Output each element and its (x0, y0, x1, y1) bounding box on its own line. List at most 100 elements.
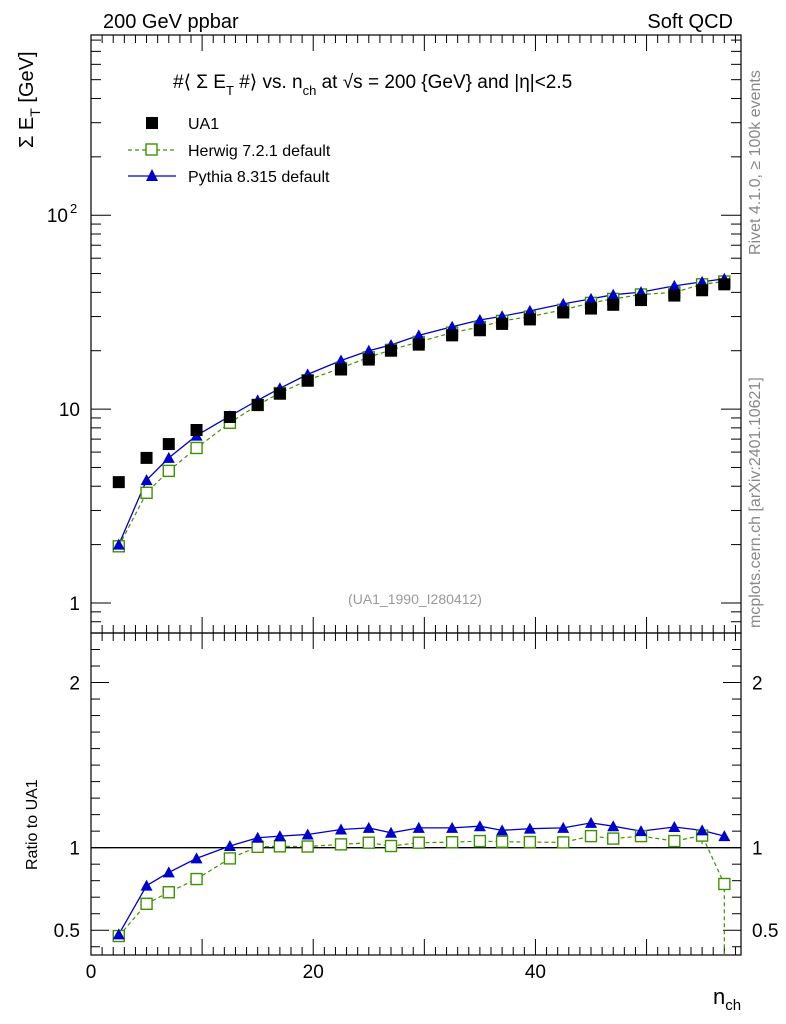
pythia-ratio-point (557, 821, 570, 833)
pythia-point (668, 279, 681, 291)
ua1-point (557, 306, 570, 319)
main-series (112, 272, 731, 553)
herwig-ratio-point (223, 852, 237, 865)
pythia-ratio-point (718, 830, 731, 842)
title-mid1: #⟩ vs. n (234, 72, 303, 93)
herwig-point (140, 486, 153, 500)
pythia-line (118, 278, 725, 545)
y-tick-label: 1 (69, 594, 80, 615)
side-text-mcplots: mcplots.cern.ch [arXiv:2401.10621] (747, 377, 764, 628)
pythia-point (696, 275, 709, 287)
main-ylabel-text: Σ E (16, 117, 38, 148)
pythia-ratio-point (385, 826, 397, 838)
herwig-ratio-point (384, 839, 398, 853)
xlabel-text: n (713, 984, 725, 1009)
main-ylabel-sub: T (27, 108, 43, 117)
herwig-ratio-point (412, 836, 425, 849)
herwig-ratio-line (118, 834, 725, 955)
plot-title: #⟨ Σ ET #⟩ vs. nch at √s = 200 {GeV} and… (173, 72, 572, 98)
pythia-ratio-point (523, 822, 536, 834)
herwig-ratio-point (334, 838, 348, 851)
ua1-point (523, 313, 536, 326)
pythia-ratio-point (335, 823, 347, 835)
pythia-point (523, 304, 536, 316)
analysis-tag: (UA1_1990_I280412) (348, 591, 482, 607)
ratio-xlabel: nch (713, 984, 741, 1014)
herwig-ratio-point (718, 877, 731, 891)
pythia-ratio-point (162, 866, 175, 878)
pythia-point (585, 292, 597, 304)
herwig-ratio-point (251, 840, 264, 854)
pythia-ratio-point (585, 816, 597, 828)
pythia-ratio-point (635, 825, 647, 837)
herwig-point (190, 441, 203, 455)
ua1-point (301, 374, 314, 387)
ua1-point (412, 338, 425, 351)
herwig-ratio-point (607, 832, 620, 845)
legend-marker-herwig (145, 143, 158, 156)
herwig-ratio-point (557, 836, 570, 849)
ua1-point (362, 353, 375, 366)
header-right: Soft QCD (647, 11, 733, 33)
ratio-series (112, 816, 731, 955)
herwig-ratio-point (273, 840, 287, 853)
header-left: 200 GeV ppbar (103, 11, 239, 33)
y-tick-label: 10 (59, 400, 80, 421)
pythia-point (140, 474, 153, 486)
ratio-y-tick-label-right: 0.5 (752, 921, 778, 942)
ua1-point (585, 302, 597, 315)
pythia-ratio-point (362, 821, 375, 833)
pythia-ratio-point (190, 852, 203, 864)
pythia-ratio-point (473, 820, 486, 832)
ua1-point (446, 329, 459, 342)
title-mid1-sub: ch (303, 83, 317, 98)
main-ylabel-unit: [GeV] (16, 51, 38, 108)
herwig-line (118, 280, 725, 547)
herwig-ratio-point (140, 897, 153, 911)
ua1-point (190, 424, 203, 437)
pythia-point (112, 538, 125, 550)
title-mid2: at √s = 200 {GeV} and |η|<2.5 (316, 72, 572, 93)
pythia-ratio-point (668, 821, 681, 833)
ua1-point (335, 363, 347, 376)
pythia-ratio-point (140, 879, 153, 891)
legend-marker-pythia (146, 169, 158, 181)
ua1-point (496, 317, 509, 330)
y-tick-label-exponent: 2 (70, 201, 77, 216)
pythia-point (557, 297, 570, 309)
ratio-plot-frame (90, 632, 742, 956)
herwig-ratio-point (190, 872, 203, 886)
xlabel-sub: ch (725, 997, 741, 1014)
x-tick-label: 40 (525, 962, 546, 983)
ua1-point (635, 294, 647, 307)
legend-label-ua1: UA1 (188, 116, 219, 133)
x-tick-label: 20 (303, 962, 324, 983)
ua1-point (385, 344, 397, 357)
legend: UA1 Herwig 7.2.1 default Pythia 8.315 de… (128, 116, 331, 186)
ua1-point (473, 324, 486, 337)
ua1-point (718, 278, 731, 291)
pythia-ratio-point (223, 840, 236, 852)
legend-label-herwig: Herwig 7.2.1 default (188, 143, 331, 160)
ua1-point (251, 398, 264, 411)
herwig-point (162, 464, 175, 478)
ua1-point (273, 387, 286, 400)
legend-label-pythia: Pythia 8.315 default (188, 169, 330, 186)
pythia-ratio-point (446, 821, 459, 833)
pythia-ratio-point (607, 820, 620, 832)
pythia-point (446, 320, 459, 332)
ua1-point (696, 284, 709, 297)
ua1-point (112, 476, 125, 489)
pythia-point (335, 354, 347, 366)
pythia-point (412, 329, 425, 341)
ratio-ylabel: Ratio to UA1 (24, 779, 41, 870)
ua1-point (140, 451, 153, 464)
herwig-ratio-point (301, 840, 314, 853)
x-tick-label: 0 (86, 962, 97, 983)
ratio-y-tick-label-right: 1 (752, 839, 763, 860)
side-text-rivet: Rivet 4.1.0, ≥ 100k events (747, 70, 764, 255)
pythia-point (607, 288, 620, 300)
herwig-ratio-point (162, 886, 175, 899)
pythia-ratio-point (496, 824, 509, 836)
